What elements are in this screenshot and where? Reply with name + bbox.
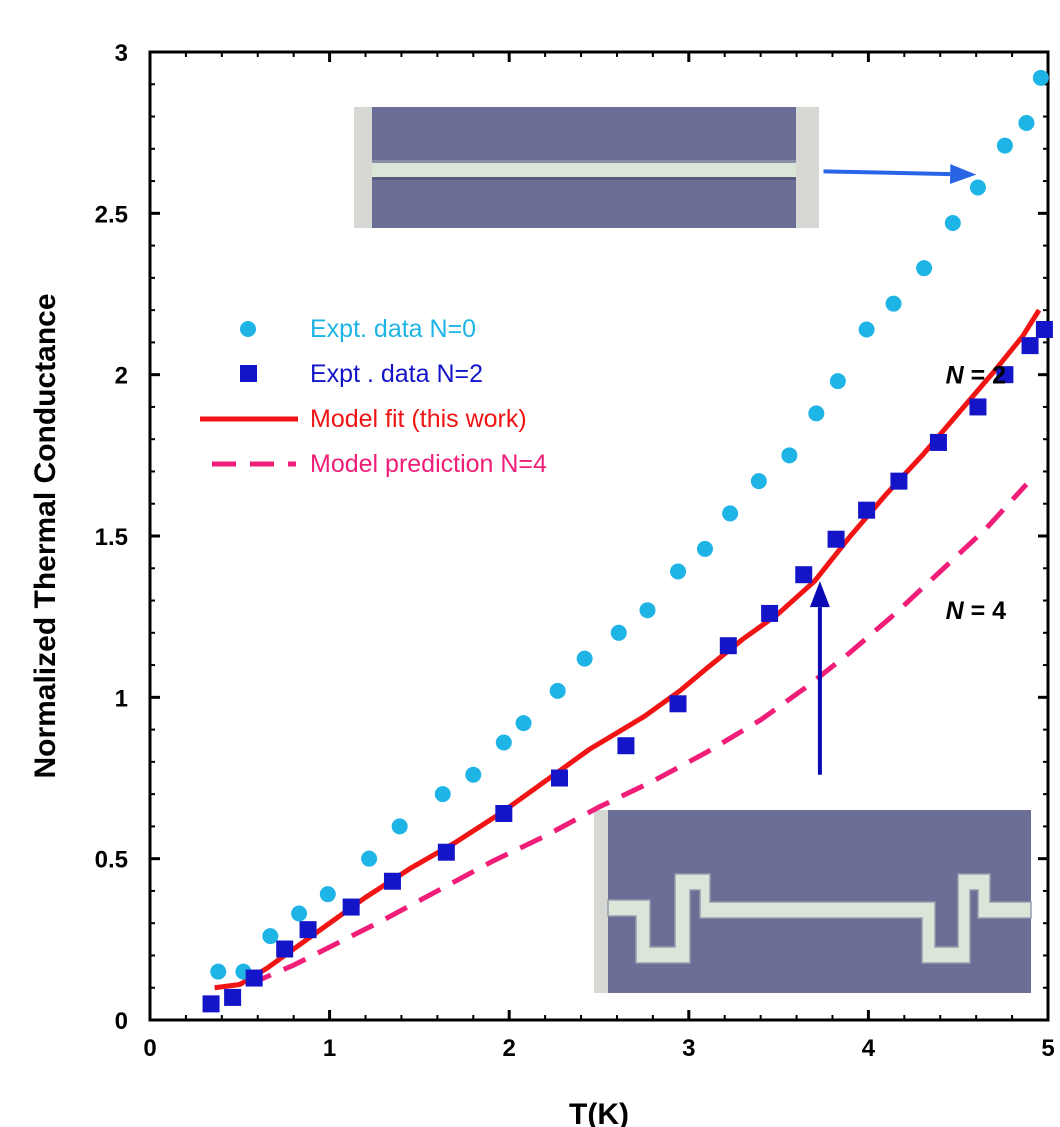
y-tick-label: 0 <box>115 1008 128 1035</box>
legend-label: Model prediction N=4 <box>310 450 547 478</box>
n-annotation: N = 4 <box>946 597 1007 625</box>
data-point-n2 <box>929 433 947 451</box>
data-point-n2 <box>1035 320 1053 338</box>
n-annotation: N = 2 <box>946 362 1006 390</box>
inset-image-meander-beam <box>594 810 1032 993</box>
data-point-n2 <box>276 940 294 958</box>
data-point-n2 <box>617 737 635 755</box>
data-point-n2 <box>996 366 1014 384</box>
y-tick-label: 1.5 <box>95 524 128 551</box>
arrow-shaft <box>823 169 951 177</box>
legend-label: Model fit (this work) <box>310 405 527 433</box>
legend-label: Expt . data N=2 <box>310 360 483 388</box>
data-point-n2 <box>795 566 813 584</box>
x-axis-title: T(K) <box>569 1098 629 1127</box>
x-tick-label: 1 <box>323 1035 336 1062</box>
legend-marker-n2 <box>240 365 257 382</box>
data-point-n0 <box>391 818 408 835</box>
data-point-n2 <box>858 501 876 519</box>
data-point-n0 <box>944 215 961 232</box>
data-point-n0 <box>829 373 846 390</box>
data-point-n2 <box>245 969 263 987</box>
data-point-n0 <box>969 179 986 196</box>
data-point-n0 <box>781 447 798 464</box>
data-point-n0 <box>1032 69 1049 86</box>
data-point-n2 <box>669 695 687 713</box>
arrow-head <box>809 581 830 608</box>
data-point-n2 <box>827 530 845 548</box>
data-point-n0 <box>434 786 451 803</box>
data-point-n0 <box>262 928 279 945</box>
y-tick-label: 3 <box>115 40 128 67</box>
model-prediction-n4-line <box>247 482 1029 987</box>
data-point-n2 <box>1021 337 1039 355</box>
data-point-n2 <box>719 637 737 655</box>
data-point-n2 <box>224 988 242 1006</box>
data-point-n0 <box>549 682 566 699</box>
model-fit-line <box>214 308 1042 991</box>
x-tick-label: 0 <box>143 1035 156 1062</box>
x-tick-label: 3 <box>682 1035 695 1062</box>
data-point-n2 <box>437 843 455 861</box>
data-point-n0 <box>361 850 378 867</box>
data-point-n0 <box>696 540 713 557</box>
data-point-n2 <box>383 872 401 890</box>
data-point-n2 <box>342 898 360 916</box>
data-point-n0 <box>576 650 593 667</box>
data-point-n0 <box>750 473 767 490</box>
data-point-n0 <box>319 886 336 903</box>
data-point-n0 <box>1018 114 1035 131</box>
x-tick-label: 4 <box>862 1035 876 1062</box>
legend-marker-n0 <box>240 321 256 337</box>
data-point-n0 <box>916 260 933 277</box>
inset-image-straight-beam <box>354 107 819 228</box>
data-point-n2 <box>202 995 220 1013</box>
data-point-n0 <box>996 137 1013 154</box>
data-point-n0 <box>495 734 512 751</box>
data-point-n0 <box>885 295 902 312</box>
data-point-n0 <box>610 624 627 641</box>
data-point-n2 <box>495 804 513 822</box>
data-point-n2 <box>299 921 317 939</box>
y-tick-label: 2.5 <box>95 201 128 228</box>
y-tick-label: 0.5 <box>95 847 128 874</box>
data-point-n0 <box>465 766 482 783</box>
data-point-n0 <box>639 602 656 619</box>
data-point-n2 <box>761 604 779 622</box>
data-point-n0 <box>515 715 532 732</box>
data-point-n2 <box>969 398 987 416</box>
y-axis-title: Normalized Thermal Conductance <box>29 293 62 778</box>
x-tick-label: 5 <box>1041 1035 1054 1062</box>
data-point-n0 <box>722 505 739 522</box>
y-tick-label: 2 <box>115 363 128 390</box>
arrow-head <box>949 164 977 185</box>
legend-label: Expt. data N=0 <box>310 315 476 343</box>
data-point-n2 <box>890 472 908 490</box>
data-point-n2 <box>550 769 568 787</box>
y-tick-label: 1 <box>115 685 128 712</box>
data-point-n0 <box>858 321 875 338</box>
data-point-n0 <box>291 905 308 922</box>
data-point-n0 <box>670 563 687 580</box>
data-point-n0 <box>210 963 227 980</box>
x-tick-label: 2 <box>503 1035 516 1062</box>
data-point-n0 <box>808 405 825 422</box>
